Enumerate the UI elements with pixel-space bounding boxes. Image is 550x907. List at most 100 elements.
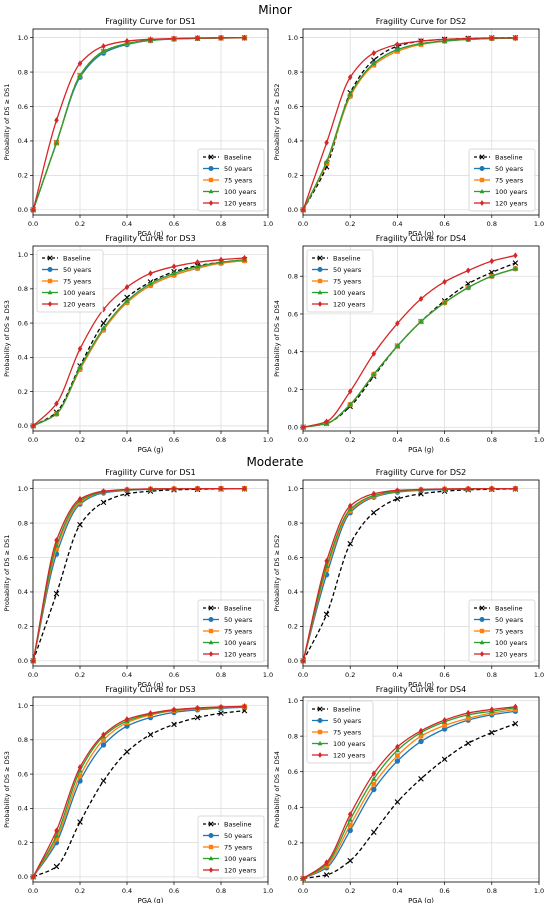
x-axis-label: PGA (g) xyxy=(408,681,434,689)
data-point xyxy=(54,546,59,552)
data-point xyxy=(347,857,353,864)
x-axis-label: PGA (g) xyxy=(138,681,164,689)
chart-3: 0.0 0.2 0.4 0.6 0.8 1.0 0.0 0.2 0.4 0.6 0.8 Fragili… xyxy=(273,234,544,454)
data-point xyxy=(371,829,377,835)
legend-marker xyxy=(47,278,53,284)
y-tick-label: 0.0 xyxy=(288,657,298,665)
y-tick-label: 0.8 xyxy=(18,519,28,527)
x-tick-label: 1.0 xyxy=(263,436,273,444)
legend-box xyxy=(197,599,265,663)
data-point xyxy=(395,743,400,750)
x-tick-label: 0.8 xyxy=(487,671,497,679)
y-tick-label: 0.0 xyxy=(288,424,298,432)
data-point xyxy=(489,706,495,713)
data-point xyxy=(394,343,401,348)
data-point xyxy=(465,715,471,721)
data-point xyxy=(100,499,107,506)
data-point xyxy=(30,657,36,664)
data-point xyxy=(100,778,107,784)
data-point xyxy=(218,34,224,41)
legend-label: 120 years xyxy=(224,866,257,874)
data-point xyxy=(77,364,83,370)
data-point xyxy=(441,756,448,763)
y-tick-label: 0.0 xyxy=(18,657,28,665)
data-point xyxy=(395,320,400,327)
legend-label: 50 years xyxy=(224,832,253,840)
data-point xyxy=(418,318,424,324)
legend-label: Baseline xyxy=(333,705,361,713)
data-point xyxy=(54,117,59,124)
chart-title: Fragility Curve for DS3 xyxy=(105,234,195,243)
x-tick-label: 0.4 xyxy=(122,887,132,895)
series-line xyxy=(32,487,245,661)
legend: Baseline 50 years 75 years 100 years 120 yea… xyxy=(306,700,374,764)
data-point xyxy=(512,265,519,271)
plot-frame xyxy=(302,245,540,432)
data-point xyxy=(324,557,329,565)
x-tick-label: 0.6 xyxy=(439,436,449,444)
legend-label: 75 years xyxy=(495,627,524,635)
data-point xyxy=(489,729,495,736)
data-point xyxy=(100,320,107,326)
data-point xyxy=(147,731,154,738)
data-point xyxy=(395,487,400,494)
chart-title: Fragility Curve for DS1 xyxy=(105,17,195,26)
x-tick-label: 1.0 xyxy=(263,220,273,228)
legend-marker xyxy=(317,301,323,307)
x-axis-label: PGA (g) xyxy=(138,230,164,238)
data-point xyxy=(242,34,247,41)
legend-label: 50 years xyxy=(333,266,362,274)
legend-label: 75 years xyxy=(63,277,92,285)
series-line xyxy=(302,707,516,879)
data-point xyxy=(418,776,424,782)
chart-6: 0.0 0.2 0.4 0.6 0.8 1.0 0.0 0.2 0.4 0.6 0.8 1.0 Frag… xyxy=(3,685,273,905)
series-line xyxy=(302,488,516,662)
series-line xyxy=(302,708,516,880)
data-point xyxy=(195,704,200,712)
legend-marker xyxy=(208,832,214,838)
series-120-years xyxy=(300,252,518,431)
legend-marker xyxy=(479,166,485,172)
legend-label: Baseline xyxy=(224,604,252,612)
data-point xyxy=(323,611,330,618)
data-point xyxy=(300,424,306,431)
legend-marker xyxy=(208,628,214,634)
data-point xyxy=(347,816,353,822)
data-point xyxy=(371,770,377,777)
x-tick-label: 0.4 xyxy=(392,887,402,895)
x-tick-label: 1.0 xyxy=(263,887,273,895)
x-tick-label: 0.0 xyxy=(28,671,38,679)
data-point xyxy=(77,60,83,67)
y-axis-label: Probability of DS ≥ DS3 xyxy=(3,751,11,828)
data-point xyxy=(371,371,377,377)
data-point xyxy=(371,60,377,66)
data-point xyxy=(371,786,377,793)
legend-marker xyxy=(479,177,485,183)
legend-box xyxy=(306,249,374,313)
legend-label: 75 years xyxy=(224,176,253,184)
x-tick-label: 0.2 xyxy=(345,887,355,895)
data-point xyxy=(124,297,130,303)
legend-marker xyxy=(479,200,485,206)
y-tick-label: 0.8 xyxy=(288,732,298,740)
series-line xyxy=(32,257,245,427)
series-100-years xyxy=(300,265,519,430)
data-point xyxy=(394,496,401,502)
legend-label: Baseline xyxy=(495,604,523,612)
y-tick-label: 0.2 xyxy=(18,623,28,631)
data-point xyxy=(323,872,330,878)
x-tick-label: 0.4 xyxy=(392,436,402,444)
data-point xyxy=(465,740,471,747)
x-tick-label: 0.0 xyxy=(298,220,308,228)
series-120-years xyxy=(300,703,518,882)
legend-marker xyxy=(208,166,214,172)
data-point xyxy=(465,267,471,274)
data-point xyxy=(324,139,329,146)
y-tick-label: 0.4 xyxy=(288,588,298,596)
legend-box xyxy=(306,700,374,764)
legend-marker xyxy=(317,729,323,735)
series-120-years xyxy=(300,485,518,664)
data-point xyxy=(489,273,495,279)
data-point xyxy=(442,278,447,285)
